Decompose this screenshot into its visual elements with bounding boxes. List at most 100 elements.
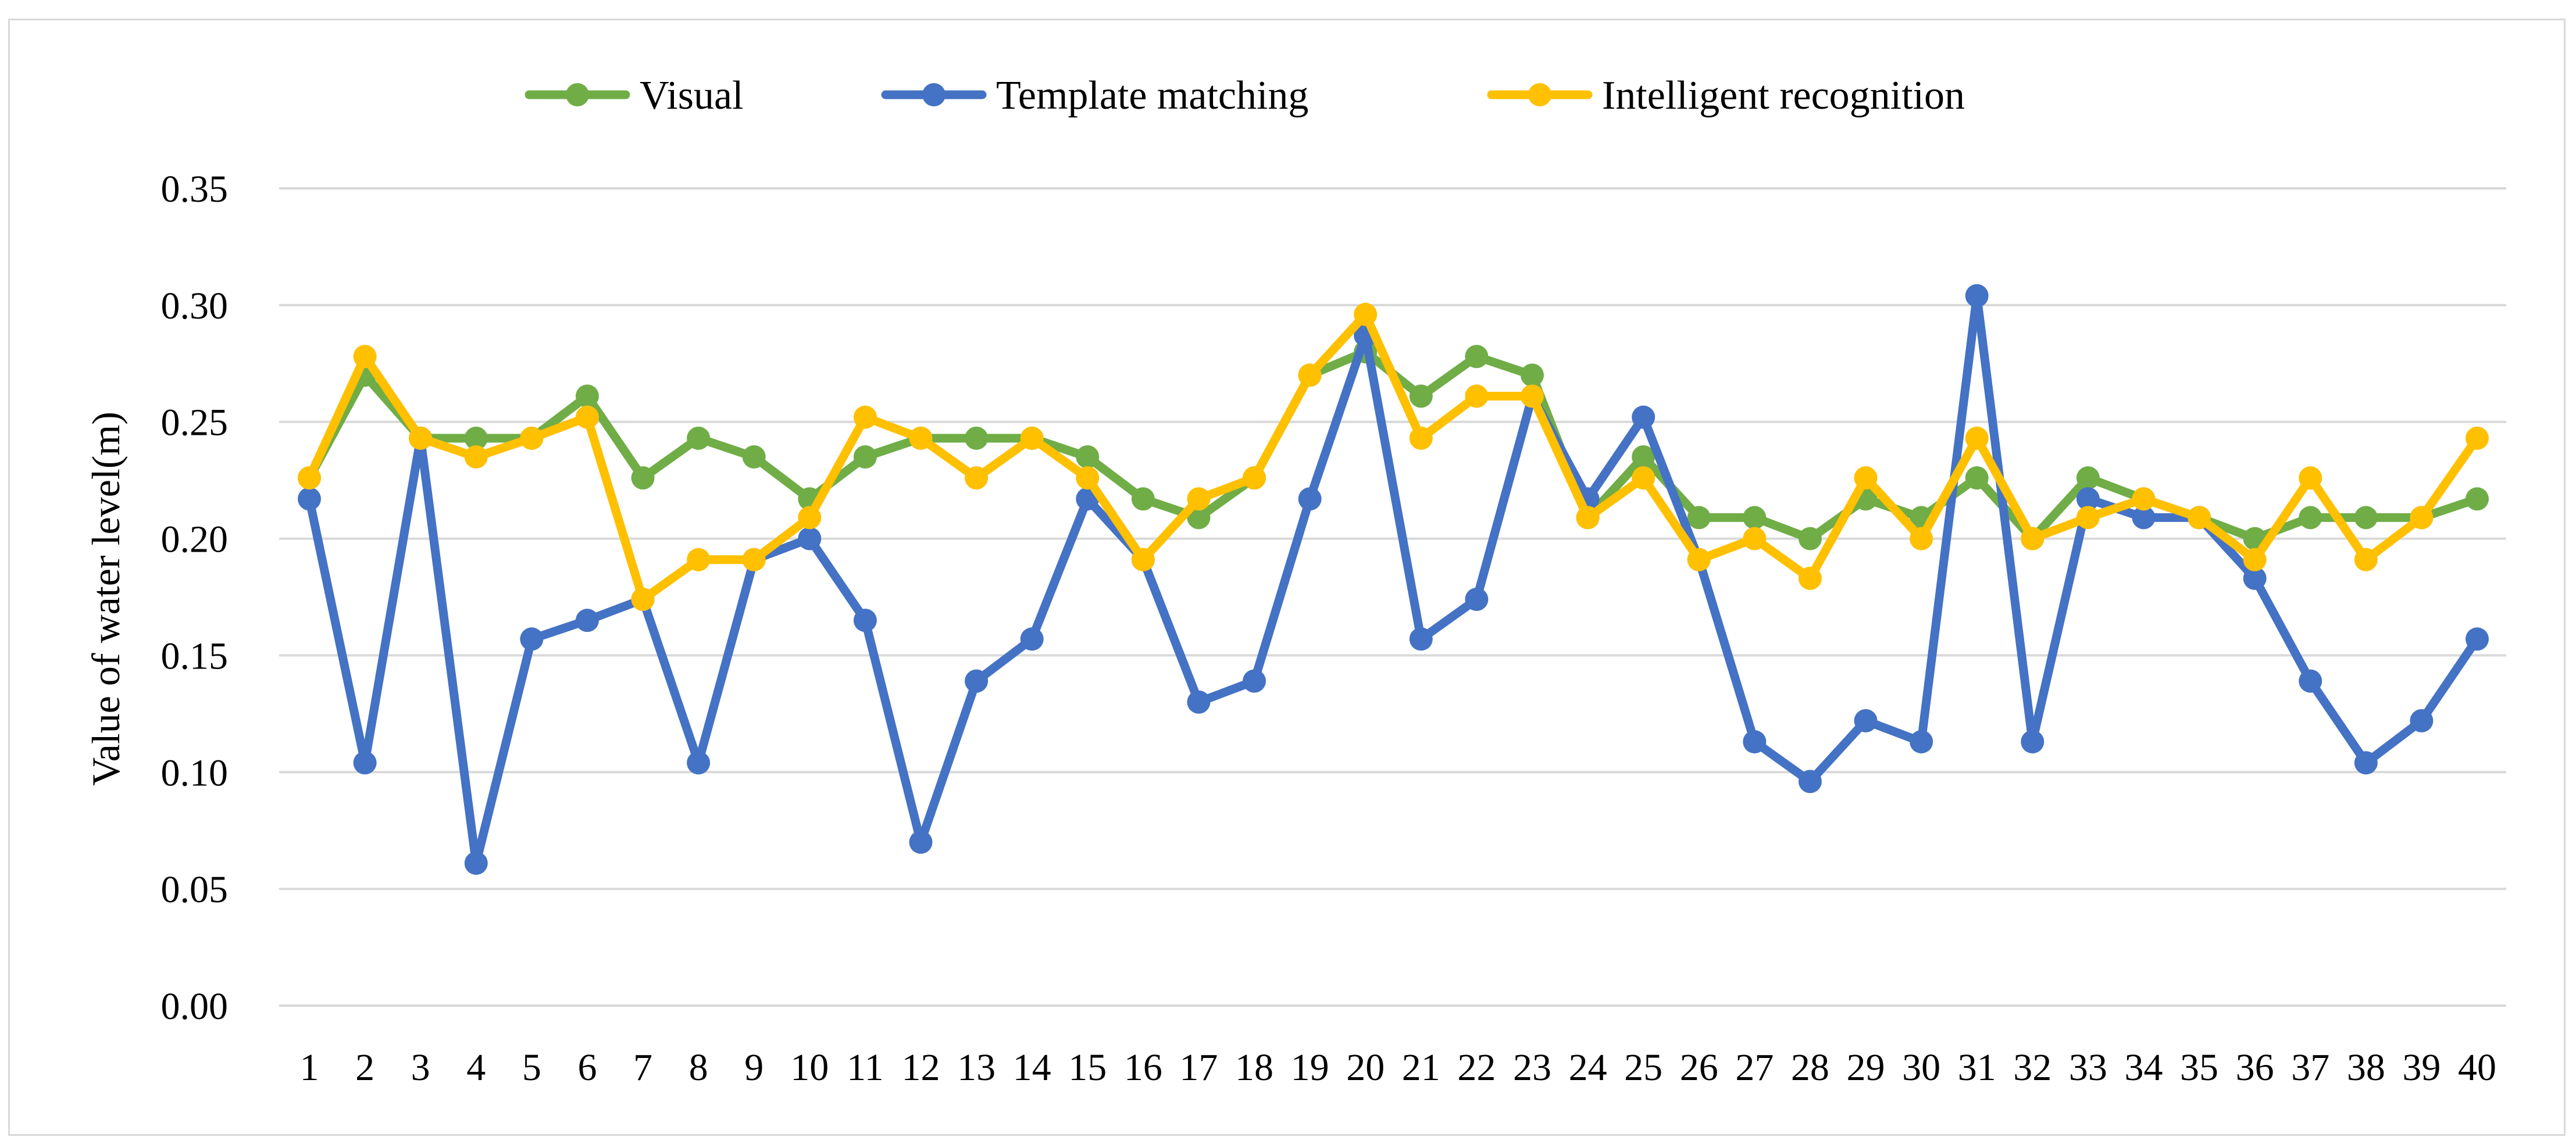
x-tick-label: 1	[300, 1046, 319, 1089]
legend-item: Template matching	[881, 73, 1308, 118]
data-point	[2021, 527, 2045, 550]
gridlines	[279, 187, 2506, 1007]
data-point	[464, 445, 488, 469]
data-point	[520, 426, 544, 450]
data-point	[1965, 466, 1989, 490]
x-tick-label: 13	[957, 1046, 996, 1089]
data-point	[1465, 588, 1489, 612]
data-point	[1020, 627, 1044, 651]
data-point	[2132, 506, 2156, 530]
series-intelligent-recognition	[298, 302, 2489, 612]
data-point	[631, 588, 655, 612]
legend-swatch-marker	[922, 83, 946, 106]
legend-swatch-marker	[1528, 83, 1551, 106]
data-point	[298, 487, 321, 511]
data-point	[1298, 487, 1322, 511]
data-point	[909, 426, 933, 450]
data-point	[409, 426, 433, 450]
data-point	[2466, 426, 2489, 450]
data-point	[1187, 487, 1211, 511]
data-point	[1298, 363, 1322, 387]
data-point	[1409, 627, 1433, 651]
data-point	[1020, 426, 1044, 450]
x-tick-label: 37	[2291, 1046, 2329, 1089]
data-point	[2466, 487, 2489, 511]
data-point	[1798, 770, 1822, 793]
data-point	[1131, 487, 1155, 511]
data-point	[1743, 506, 1767, 530]
data-point	[1910, 730, 1933, 754]
data-point	[965, 669, 989, 693]
x-tick-label: 30	[1902, 1046, 1940, 1089]
x-tick-label: 12	[901, 1046, 940, 1089]
data-point	[1243, 466, 1266, 490]
data-point	[1798, 527, 1822, 550]
x-tick-label: 29	[1847, 1046, 1885, 1089]
x-tick-label: 4	[466, 1046, 486, 1089]
data-point	[853, 609, 877, 632]
x-tick-label: 39	[2402, 1046, 2441, 1089]
data-point	[2299, 506, 2322, 530]
data-point	[1965, 426, 1989, 450]
data-point	[1632, 466, 1656, 490]
data-point	[1576, 506, 1600, 530]
data-point	[2243, 566, 2267, 590]
data-point	[1632, 445, 1656, 469]
x-tick-label: 2	[355, 1046, 374, 1089]
x-tick-label: 28	[1791, 1046, 1829, 1089]
data-point	[2243, 548, 2267, 571]
data-point	[631, 466, 655, 490]
legend-item: Visual	[525, 73, 744, 118]
x-axis-ticks: 1 2 3 4 5 6 7 8 9 10 11 12 13 14 15 16 17 18 19 20 21 22 23 24 2…	[300, 1046, 2497, 1089]
data-point	[1687, 548, 1711, 571]
x-tick-label: 36	[2236, 1046, 2274, 1089]
data-point	[2076, 466, 2100, 490]
data-point	[1076, 466, 1100, 490]
y-tick-label: 0.35	[161, 168, 229, 210]
data-point	[353, 345, 377, 369]
y-axis-ticks: 0.00 0.05 0.10 0.15 0.20 0.25 0.30 0.35	[161, 168, 229, 1028]
data-point	[1965, 284, 1989, 308]
data-point	[2188, 506, 2211, 530]
x-tick-label: 40	[2458, 1046, 2496, 1089]
data-point	[575, 384, 599, 408]
data-point	[687, 426, 711, 450]
data-point	[2132, 487, 2156, 511]
data-point	[575, 405, 599, 429]
data-point	[520, 627, 544, 651]
data-point	[1743, 527, 1767, 550]
data-point	[2299, 669, 2322, 693]
y-tick-label: 0.25	[161, 402, 229, 444]
data-point	[2410, 506, 2434, 530]
data-point	[1076, 445, 1100, 469]
y-tick-label: 0.30	[161, 285, 229, 327]
x-tick-label: 21	[1402, 1046, 1440, 1089]
data-point	[1632, 405, 1656, 429]
data-point	[2354, 506, 2378, 530]
legend-item: Intelligent recognition	[1487, 73, 1965, 118]
data-point	[909, 830, 933, 854]
x-tick-label: 5	[522, 1046, 541, 1089]
x-tick-label: 27	[1735, 1046, 1774, 1089]
y-tick-label: 0.20	[161, 519, 229, 561]
legend-swatch-marker	[566, 83, 589, 106]
data-point	[464, 851, 488, 875]
legend-label: Intelligent recognition	[1602, 73, 1965, 118]
x-tick-label: 15	[1068, 1046, 1107, 1089]
data-point	[965, 466, 989, 490]
data-point	[1187, 690, 1211, 714]
series	[298, 284, 2489, 875]
data-point	[1187, 506, 1211, 530]
data-point	[853, 405, 877, 429]
y-axis-title: Value of water level(m)	[84, 412, 128, 786]
data-point	[1409, 384, 1433, 408]
data-point	[2076, 506, 2100, 530]
x-tick-label: 7	[633, 1046, 652, 1089]
x-tick-label: 16	[1124, 1046, 1162, 1089]
data-point	[1687, 506, 1711, 530]
data-point	[1243, 669, 1266, 693]
data-point	[742, 445, 766, 469]
data-point	[798, 506, 822, 530]
x-tick-label: 6	[577, 1046, 597, 1089]
data-point	[1409, 426, 1433, 450]
